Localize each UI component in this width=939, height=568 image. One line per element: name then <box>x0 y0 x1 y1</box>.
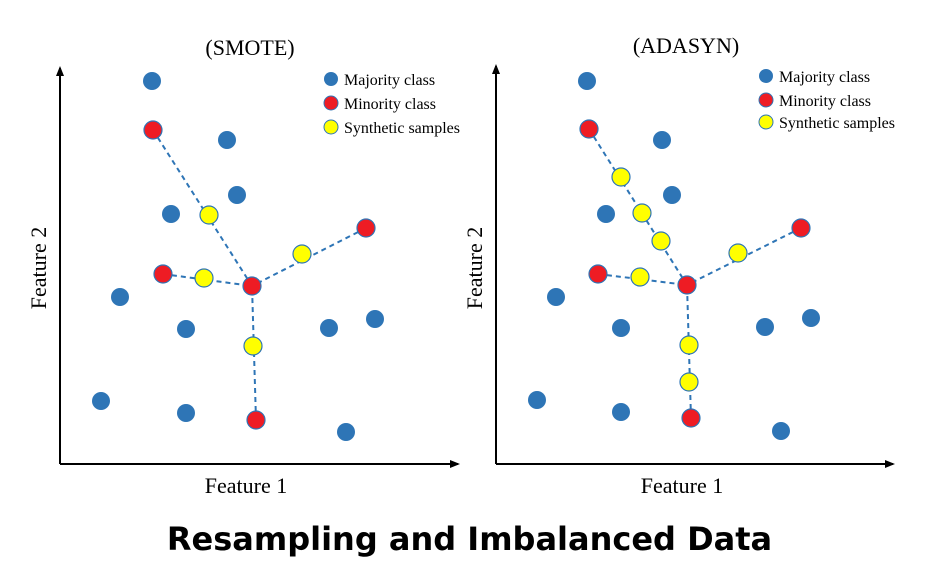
legend-adasyn: Majority class Minority class Synthetic … <box>758 69 895 132</box>
majority-point <box>92 392 110 410</box>
synthetic-point <box>243 336 263 356</box>
majority-point <box>653 131 671 149</box>
edge <box>597 273 688 286</box>
minority-points-smote <box>143 120 376 430</box>
majority-point <box>162 205 180 223</box>
resampling-diagram: (SMOTE) Feature 1 Feature 2 <box>26 33 895 498</box>
minority-point <box>791 218 811 238</box>
synthetic-point <box>679 372 699 392</box>
majority-point <box>111 288 129 306</box>
majority-point <box>366 310 384 328</box>
legend-label: Minority class <box>344 96 436 113</box>
synthetic-points-smote <box>194 205 312 356</box>
majority-point <box>802 309 820 327</box>
legend-marker-synthetic <box>758 114 774 130</box>
majority-point <box>772 422 790 440</box>
minority-point <box>588 264 608 284</box>
legend-smote: Majority class Minority class Synthetic … <box>323 72 460 137</box>
minority-point <box>677 275 697 295</box>
y-axis-label-smote: Feature 2 <box>26 227 51 309</box>
minority-point <box>579 119 599 139</box>
synthetic-points-adasyn <box>611 167 748 392</box>
minority-point <box>143 120 163 140</box>
legend-label: Majority class <box>779 69 870 86</box>
synthetic-point <box>630 267 650 287</box>
minority-point <box>242 276 262 296</box>
panel-title-smote: (SMOTE) <box>205 35 294 60</box>
minority-point <box>681 408 701 428</box>
synthetic-point <box>632 203 652 223</box>
minority-point <box>153 264 173 284</box>
x-axis-label-smote: Feature 1 <box>205 473 287 498</box>
synthetic-point <box>651 231 671 251</box>
synthetic-point <box>194 268 214 288</box>
majority-point <box>756 318 774 336</box>
majority-point <box>663 186 681 204</box>
legend-label: Minority class <box>779 93 871 110</box>
y-axis-label-adasyn: Feature 2 <box>462 227 487 309</box>
legend-label: Synthetic samples <box>344 120 460 137</box>
legend-marker-majority <box>759 69 773 83</box>
figure-caption: Resampling and Imbalanced Data <box>166 520 773 558</box>
majority-point <box>597 205 615 223</box>
legend-label: Synthetic samples <box>779 115 895 132</box>
panel-smote: (SMOTE) Feature 1 Feature 2 <box>26 35 460 498</box>
majority-points-adasyn <box>528 72 820 440</box>
majority-point <box>578 72 596 90</box>
panel-adasyn: (ADASYN) Feature 1 Feature 2 <box>462 33 895 498</box>
x-axis-label-adasyn: Feature 1 <box>641 473 723 498</box>
synthetic-point <box>292 244 312 264</box>
edge <box>162 273 253 287</box>
majority-point <box>612 403 630 421</box>
legend-marker-minority <box>323 95 339 111</box>
edges-smote <box>152 129 367 421</box>
majority-point <box>528 391 546 409</box>
majority-point <box>177 404 195 422</box>
minority-points-adasyn <box>579 119 811 428</box>
synthetic-point <box>199 205 219 225</box>
majority-point <box>612 319 630 337</box>
majority-point <box>547 288 565 306</box>
majority-point <box>177 320 195 338</box>
legend-marker-minority <box>758 92 774 108</box>
majority-point <box>218 131 236 149</box>
majority-point <box>337 423 355 441</box>
legend-marker-synthetic <box>323 119 339 135</box>
synthetic-point <box>728 243 748 263</box>
panel-title-adasyn: (ADASYN) <box>633 33 739 58</box>
majority-point <box>228 186 246 204</box>
legend-marker-majority <box>324 72 338 86</box>
synthetic-point <box>611 167 631 187</box>
legend-label: Majority class <box>344 72 435 89</box>
majority-point <box>143 72 161 90</box>
minority-point <box>356 218 376 238</box>
synthetic-point <box>679 335 699 355</box>
majority-points-smote <box>92 72 384 441</box>
majority-point <box>320 319 338 337</box>
minority-point <box>246 410 266 430</box>
